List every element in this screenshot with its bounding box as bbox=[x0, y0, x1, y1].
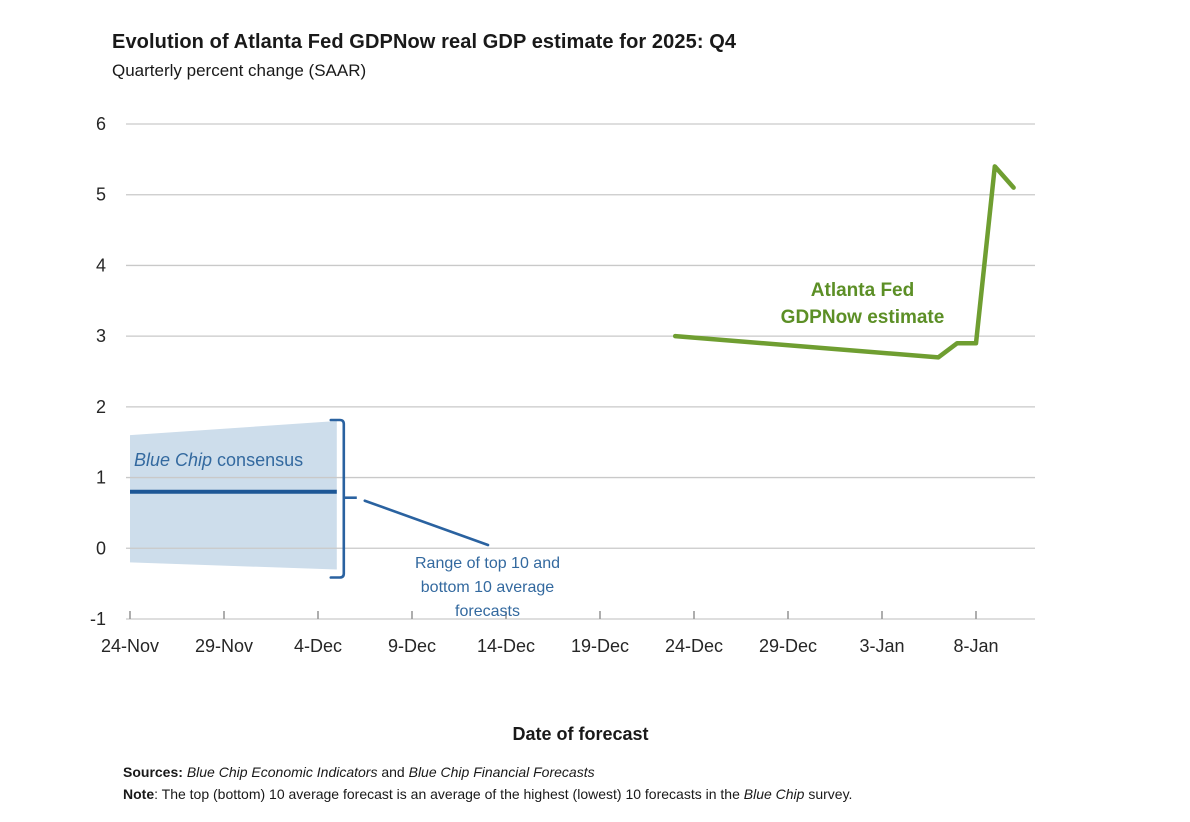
x-tick-label-29-Nov: 29-Nov bbox=[195, 636, 253, 656]
y-tick-label-2: 2 bbox=[96, 397, 106, 417]
chart-title: Evolution of Atlanta Fed GDPNow real GDP… bbox=[112, 31, 737, 53]
range-callout-leader bbox=[363, 499, 490, 547]
x-tick-label-3-Jan: 3-Jan bbox=[859, 636, 904, 656]
note-label: Note bbox=[123, 786, 155, 802]
x-tick-label-14-Dec: 14-Dec bbox=[477, 636, 535, 656]
x-tick-label-9-Dec: 9-Dec bbox=[388, 636, 436, 656]
x-tick-label-8-Jan: 8-Jan bbox=[953, 636, 998, 656]
range-callout-line3: forecasts bbox=[455, 603, 520, 620]
bluechip-range-band bbox=[130, 421, 337, 570]
x-axis-title: Date of forecast bbox=[512, 724, 649, 744]
note-text-italic: Blue Chip bbox=[743, 786, 805, 802]
range-callout-label: Range of top 10 and bottom 10 average fo… bbox=[380, 552, 595, 624]
y-tick-label-1: 1 bbox=[96, 468, 106, 488]
y-tick-label-6: 6 bbox=[96, 114, 106, 134]
footer-notes: Sources: Blue Chip Economic Indicators a… bbox=[123, 761, 852, 805]
bluechip-consensus-label-rest: consensus bbox=[212, 450, 304, 470]
gdpnow-series-label-line1: Atlanta Fed bbox=[810, 280, 915, 301]
gdpnow-series-label-line2: GDPNow estimate bbox=[780, 307, 945, 328]
x-tick-label-24-Dec: 24-Dec bbox=[665, 636, 723, 656]
chart-subtitle: Quarterly percent change (SAAR) bbox=[112, 61, 367, 80]
note-line: Note: The top (bottom) 10 average foreca… bbox=[123, 783, 852, 805]
sources-conjunction: and bbox=[377, 764, 409, 780]
y-tick-label-0: 0 bbox=[96, 538, 106, 558]
source-publication-1: Blue Chip Economic Indicators bbox=[186, 764, 378, 780]
x-tick-label-29-Dec: 29-Dec bbox=[759, 636, 817, 656]
y-tick-label-3: 3 bbox=[96, 326, 106, 346]
gdpnow-series-label: Atlanta Fed GDPNow estimate bbox=[740, 277, 985, 331]
x-tick-label-4-Dec: 4-Dec bbox=[294, 636, 342, 656]
range-callout-line1: Range of top 10 and bbox=[414, 555, 560, 572]
y-tick-label-4: 4 bbox=[96, 255, 106, 275]
y-tick-label-5: 5 bbox=[96, 185, 106, 205]
x-tick-label-19-Dec: 19-Dec bbox=[571, 636, 629, 656]
range-callout-line2: bottom 10 average bbox=[420, 579, 555, 596]
y-tick-label--1: -1 bbox=[90, 609, 106, 629]
x-tick-label-24-Nov: 24-Nov bbox=[101, 636, 159, 656]
bluechip-consensus-label: Blue Chip consensus bbox=[134, 450, 303, 471]
note-text-pre: : The top (bottom) 10 average forecast i… bbox=[154, 786, 744, 802]
sources-line: Sources: Blue Chip Economic Indicators a… bbox=[123, 761, 852, 783]
sources-label: Sources: bbox=[123, 764, 183, 780]
bluechip-consensus-label-italic: Blue Chip bbox=[134, 450, 213, 470]
source-publication-2: Blue Chip Financial Forecasts bbox=[408, 764, 595, 780]
note-text-post: survey. bbox=[804, 786, 853, 802]
gdpnow-line bbox=[672, 164, 1016, 360]
